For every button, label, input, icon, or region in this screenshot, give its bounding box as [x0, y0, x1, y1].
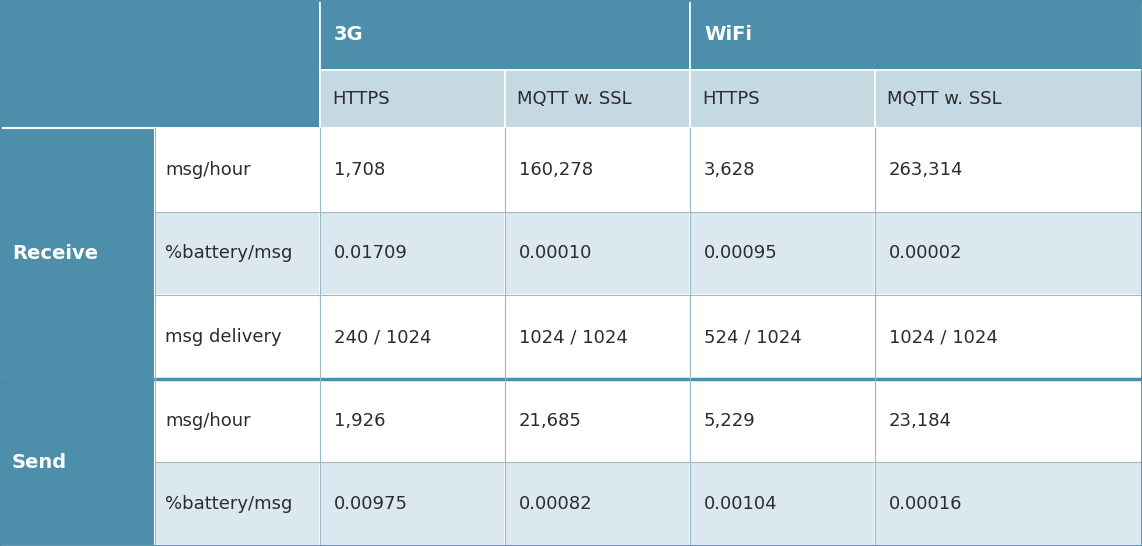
Text: 5,229: 5,229 [703, 412, 756, 430]
Text: 160,278: 160,278 [518, 161, 593, 179]
Bar [505, 70, 690, 128]
Text: 0.00002: 0.00002 [888, 245, 963, 263]
Text: msg/hour: msg/hour [164, 412, 250, 430]
Bar [320, 295, 505, 379]
Bar [875, 70, 1142, 128]
Bar [875, 295, 1142, 379]
Bar [505, 462, 690, 546]
Text: 0.00010: 0.00010 [518, 245, 593, 263]
Bar [690, 128, 875, 212]
Bar [505, 295, 690, 379]
Text: 524 / 1024: 524 / 1024 [703, 328, 802, 346]
Text: 3G: 3G [333, 26, 363, 45]
Bar [690, 379, 875, 462]
Text: 1,708: 1,708 [333, 161, 385, 179]
Text: 23,184: 23,184 [888, 412, 952, 430]
Bar [0, 128, 155, 379]
Bar [690, 70, 875, 128]
Text: 263,314: 263,314 [888, 161, 964, 179]
Text: 1024 / 1024: 1024 / 1024 [888, 328, 998, 346]
Bar [505, 128, 690, 212]
Text: 21,685: 21,685 [518, 412, 582, 430]
Bar [320, 128, 505, 212]
Bar [320, 379, 505, 462]
Text: 0.00082: 0.00082 [518, 495, 593, 513]
Bar [155, 295, 320, 379]
Text: 0.00104: 0.00104 [703, 495, 778, 513]
Text: MQTT w. SSL: MQTT w. SSL [517, 90, 632, 108]
Text: msg/hour: msg/hour [164, 161, 250, 179]
Bar [155, 128, 320, 212]
Text: msg delivery: msg delivery [164, 328, 282, 346]
Text: MQTT w. SSL: MQTT w. SSL [887, 90, 1002, 108]
Text: HTTPS: HTTPS [702, 90, 759, 108]
Bar [0, 0, 320, 128]
Text: 3,628: 3,628 [703, 161, 756, 179]
Bar [505, 379, 690, 462]
Bar [155, 462, 320, 546]
Text: 0.00975: 0.00975 [333, 495, 408, 513]
Bar [320, 462, 505, 546]
Bar [320, 0, 690, 70]
Bar [690, 462, 875, 546]
Text: 0.00016: 0.00016 [888, 495, 963, 513]
Bar [690, 295, 875, 379]
Text: 0.01709: 0.01709 [333, 245, 408, 263]
Bar [875, 128, 1142, 212]
Text: 1024 / 1024: 1024 / 1024 [518, 328, 628, 346]
Bar [690, 0, 1142, 70]
Bar [320, 212, 505, 295]
Bar [875, 379, 1142, 462]
Bar [875, 462, 1142, 546]
Bar [690, 212, 875, 295]
Text: %battery/msg: %battery/msg [164, 495, 292, 513]
Text: HTTPS: HTTPS [332, 90, 389, 108]
Bar [155, 212, 320, 295]
Bar [875, 212, 1142, 295]
Text: 0.00095: 0.00095 [703, 245, 778, 263]
Bar [0, 379, 155, 546]
Bar [505, 212, 690, 295]
Text: Receive: Receive [13, 244, 98, 263]
Text: WiFi: WiFi [703, 26, 751, 45]
Text: %battery/msg: %battery/msg [164, 245, 292, 263]
Bar [155, 379, 320, 462]
Text: Send: Send [13, 453, 67, 472]
Bar [320, 70, 505, 128]
Text: 1,926: 1,926 [333, 412, 386, 430]
Text: 240 / 1024: 240 / 1024 [333, 328, 432, 346]
